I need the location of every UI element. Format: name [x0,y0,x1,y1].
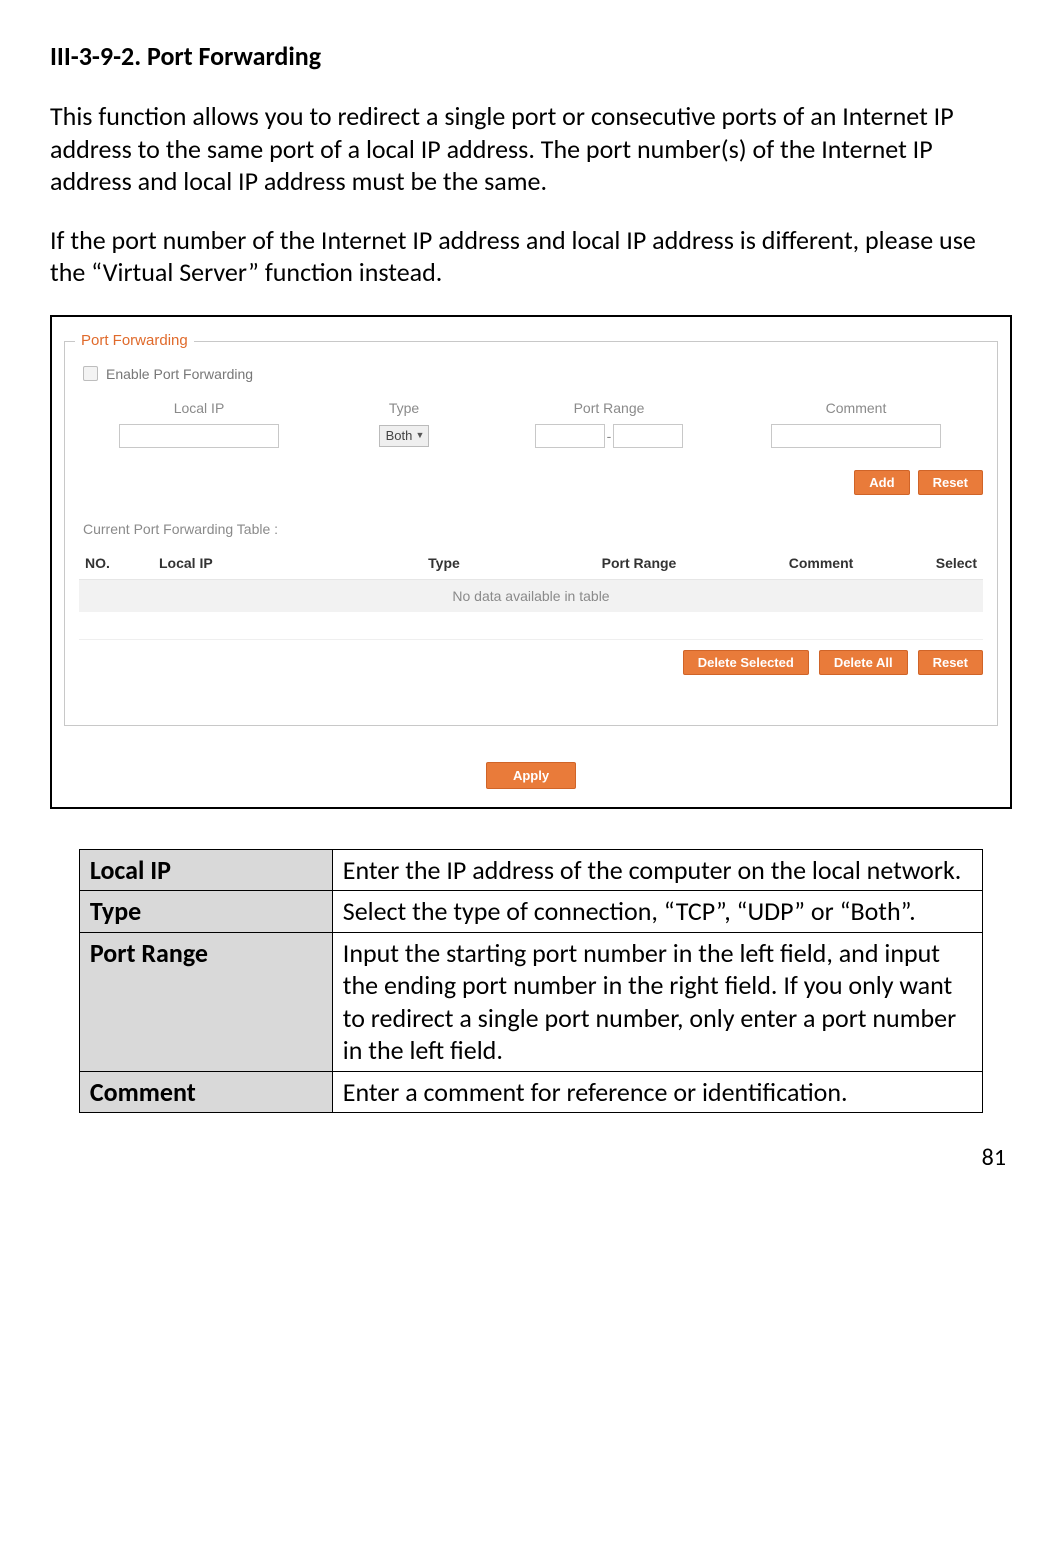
field-description-table: Local IP Enter the IP address of the com… [79,849,983,1114]
reset-button[interactable]: Reset [918,470,983,495]
intro-paragraph-2: If the port number of the Internet IP ad… [50,224,1012,289]
delete-selected-button[interactable]: Delete Selected [683,650,809,675]
desc-key-comment: Comment [79,1071,332,1113]
desc-val-port-range: Input the starting port number in the le… [332,932,982,1071]
desc-key-port-range: Port Range [79,932,332,1071]
desc-val-type: Select the type of connection, “TCP”, “U… [332,891,982,933]
header-local-ip: Local IP [79,400,319,416]
th-comment: Comment [749,555,893,571]
table-empty-row: No data available in table [79,580,983,612]
type-select[interactable]: Both [379,425,430,447]
enable-port-forwarding-label: Enable Port Forwarding [106,366,253,382]
add-reset-button-row: Add Reset [79,470,983,495]
reset-table-button[interactable]: Reset [918,650,983,675]
enable-port-forwarding-row: Enable Port Forwarding [83,366,983,382]
fieldset-legend: Port Forwarding [75,332,194,349]
delete-all-button[interactable]: Delete All [819,650,908,675]
th-select: Select [893,555,983,571]
port-range-start-input[interactable] [535,424,605,448]
table-row: Local IP Enter the IP address of the com… [79,849,982,891]
form-input-row: Both - [79,424,983,448]
local-ip-input[interactable] [119,424,279,448]
desc-val-comment: Enter a comment for reference or identif… [332,1071,982,1113]
section-heading: III-3-9-2. Port Forwarding [50,40,1012,72]
table-row: Type Select the type of connection, “TCP… [79,891,982,933]
table-spacer-row [79,612,983,640]
add-button[interactable]: Add [854,470,909,495]
header-comment: Comment [729,400,983,416]
comment-input[interactable] [771,424,941,448]
th-no: NO. [79,555,159,571]
desc-key-type: Type [79,891,332,933]
form-header-row: Local IP Type Port Range Comment [79,400,983,416]
desc-val-local-ip: Enter the IP address of the computer on … [332,849,982,891]
intro-paragraph-1: This function allows you to redirect a s… [50,100,1012,198]
header-port-range: Port Range [489,400,729,416]
apply-button[interactable]: Apply [486,762,576,789]
th-local-ip: Local IP [159,555,359,571]
page-number: 81 [50,1143,1012,1172]
port-range-end-input[interactable] [613,424,683,448]
delete-button-row: Delete Selected Delete All Reset [79,650,983,675]
port-range-dash: - [607,428,612,444]
table-row: Comment Enter a comment for reference or… [79,1071,982,1113]
port-forwarding-fieldset: Port Forwarding Enable Port Forwarding L… [64,341,998,726]
enable-port-forwarding-checkbox[interactable] [83,366,98,381]
router-ui-screenshot: Port Forwarding Enable Port Forwarding L… [50,315,1012,809]
desc-key-local-ip: Local IP [79,849,332,891]
th-port-range: Port Range [529,555,749,571]
header-type: Type [319,400,489,416]
current-table-label: Current Port Forwarding Table : [83,521,983,537]
apply-button-row: Apply [64,762,998,789]
table-row: Port Range Input the starting port numbe… [79,932,982,1071]
table-header-row: NO. Local IP Type Port Range Comment Sel… [79,551,983,580]
th-type: Type [359,555,529,571]
